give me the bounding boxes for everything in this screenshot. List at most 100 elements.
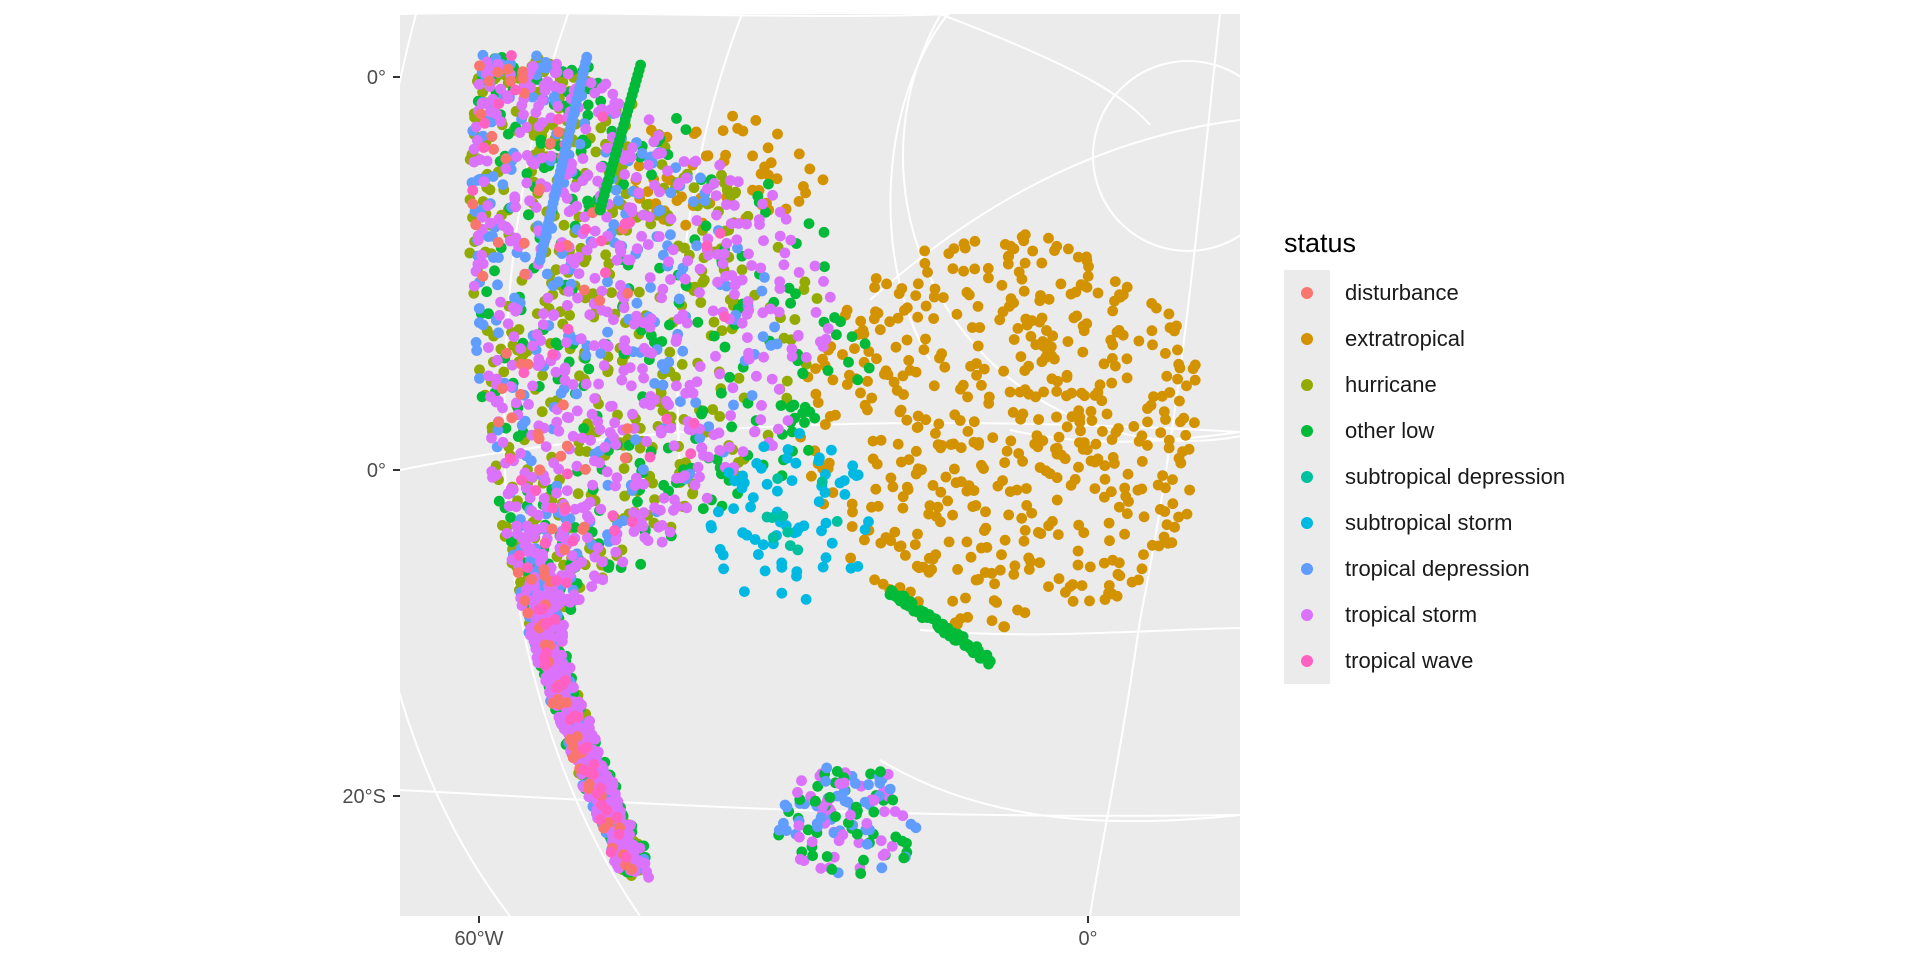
point-disturbance xyxy=(561,697,573,708)
point-tropical-wave xyxy=(588,768,599,780)
point-tropical-storm xyxy=(500,163,512,174)
point-tropical-storm xyxy=(564,596,576,608)
point-tropical-storm xyxy=(608,314,619,326)
point-tropical-storm xyxy=(645,399,656,411)
point-extratropical xyxy=(1084,595,1095,607)
point-tropical-storm xyxy=(671,380,682,392)
point-extratropical xyxy=(997,475,1008,486)
point-extratropical xyxy=(1073,461,1084,473)
point-tropical-wave xyxy=(562,323,574,335)
point-tropical-storm xyxy=(681,317,693,329)
point-other-low xyxy=(821,851,833,862)
point-tropical-depression xyxy=(470,337,482,348)
point-extratropical xyxy=(929,283,941,295)
legend-item-subtropical-depression: subtropical depression xyxy=(1284,454,1565,500)
point-hurricane xyxy=(634,442,646,454)
point-extratropical xyxy=(1065,288,1077,300)
point-tropical-storm xyxy=(658,492,670,504)
point-other-low xyxy=(898,852,910,864)
point-tropical-storm xyxy=(589,225,601,237)
point-extratropical xyxy=(1128,421,1140,432)
point-extratropical xyxy=(996,549,1007,561)
point-extratropical xyxy=(930,428,941,439)
point-tropical-storm xyxy=(563,286,574,297)
point-extratropical xyxy=(910,290,922,301)
point-tropical-storm xyxy=(662,165,673,177)
point-tropical-storm xyxy=(724,441,735,453)
point-tropical-storm xyxy=(710,190,722,202)
point-tropical-storm xyxy=(509,191,521,203)
point-extratropical xyxy=(912,410,924,422)
point-tropical-storm xyxy=(617,556,629,568)
point-subtropical-storm xyxy=(738,477,750,489)
point-tropical-storm xyxy=(510,232,522,244)
point-extratropical xyxy=(948,243,960,255)
point-extratropical xyxy=(1138,511,1150,523)
point-extratropical xyxy=(1050,443,1061,455)
point-tropical-depression xyxy=(670,162,682,174)
point-extratropical xyxy=(1043,293,1055,305)
point-extratropical xyxy=(969,235,981,247)
point-tropical-wave xyxy=(540,618,551,630)
point-subtropical-storm xyxy=(745,501,756,513)
point-tropical-storm xyxy=(618,154,630,165)
point-other-low xyxy=(523,209,534,221)
point-extratropical xyxy=(1177,446,1188,457)
point-disturbance xyxy=(552,126,564,138)
point-other-low xyxy=(810,795,821,807)
point-tropical-storm xyxy=(833,835,845,847)
point-tropical-storm xyxy=(623,202,635,213)
point-tropical-depression xyxy=(820,775,831,787)
point-extratropical xyxy=(1106,434,1118,445)
point-tropical-wave xyxy=(605,846,617,858)
point-tropical-storm xyxy=(545,150,557,162)
point-tropical-storm xyxy=(615,246,627,258)
point-subtropical-depression xyxy=(831,516,843,527)
point-tropical-storm xyxy=(589,393,601,404)
point-extratropical xyxy=(1077,320,1089,332)
point-extratropical xyxy=(928,313,939,324)
point-tropical-storm xyxy=(707,305,719,317)
point-extratropical xyxy=(1133,435,1145,447)
point-hurricane xyxy=(564,309,575,321)
point-tropical-storm xyxy=(806,836,818,848)
point-extratropical xyxy=(810,363,821,374)
point-tropical-storm xyxy=(486,466,498,477)
point-tropical-storm xyxy=(663,256,675,268)
point-extratropical xyxy=(987,432,999,443)
point-tropical-depression xyxy=(688,196,699,207)
point-extratropical xyxy=(923,552,935,564)
point-tropical-storm xyxy=(530,643,542,655)
point-tropical-storm xyxy=(472,234,484,246)
point-tropical-storm xyxy=(792,330,804,342)
point-disturbance xyxy=(538,564,550,575)
point-extratropical xyxy=(827,374,839,386)
point-extratropical xyxy=(892,438,904,450)
point-extratropical xyxy=(968,485,980,496)
point-extratropical xyxy=(951,308,963,320)
point-disturbance xyxy=(475,108,487,120)
point-tropical-storm xyxy=(773,423,784,435)
point-extratropical xyxy=(1064,581,1076,592)
point-extratropical xyxy=(1018,535,1030,547)
legend-key xyxy=(1284,454,1330,500)
point-tropical-depression xyxy=(746,390,758,401)
point-other-low xyxy=(803,218,815,230)
point-extratropical xyxy=(1107,353,1118,364)
point-tropical-wave xyxy=(600,267,611,279)
point-tropical-storm xyxy=(502,488,514,499)
point-tropical-depression xyxy=(613,195,624,207)
point-tropical-depression xyxy=(610,184,622,196)
point-extratropical xyxy=(804,163,816,175)
point-disturbance xyxy=(502,63,514,75)
legend-label: subtropical storm xyxy=(1345,510,1513,535)
point-extratropical xyxy=(1074,437,1085,448)
point-tropical-storm xyxy=(717,258,729,269)
point-disturbance xyxy=(470,219,482,231)
point-tropical-storm xyxy=(565,254,577,265)
point-extratropical xyxy=(1136,563,1148,575)
point-tropical-storm xyxy=(580,378,592,390)
point-tropical-depression xyxy=(547,280,559,291)
point-tropical-storm xyxy=(757,307,769,319)
point-tropical-storm xyxy=(594,457,605,469)
